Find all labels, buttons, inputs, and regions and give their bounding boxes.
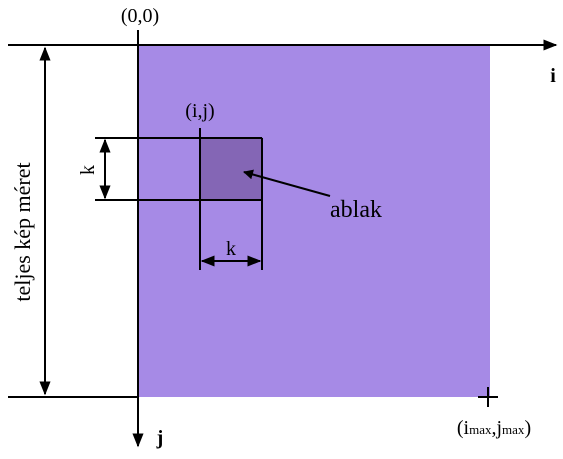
window	[200, 138, 262, 200]
origin-label: (0,0)	[121, 5, 159, 27]
window-corner-label: (i,j)	[185, 100, 214, 122]
max-corner-label: (imax,jmax)	[457, 417, 531, 439]
j-axis-label: j	[156, 427, 164, 449]
full-size-label: teljes kép méret	[10, 162, 35, 301]
i-axis-label: i	[550, 65, 556, 87]
image-area	[138, 45, 490, 397]
k-width-label: k	[226, 238, 236, 260]
window-label: ablak	[330, 197, 382, 223]
k-height-label: k	[77, 165, 99, 175]
diagram: (0,0) i j (i,j) k k ablak teljes kép mér…	[0, 0, 563, 459]
